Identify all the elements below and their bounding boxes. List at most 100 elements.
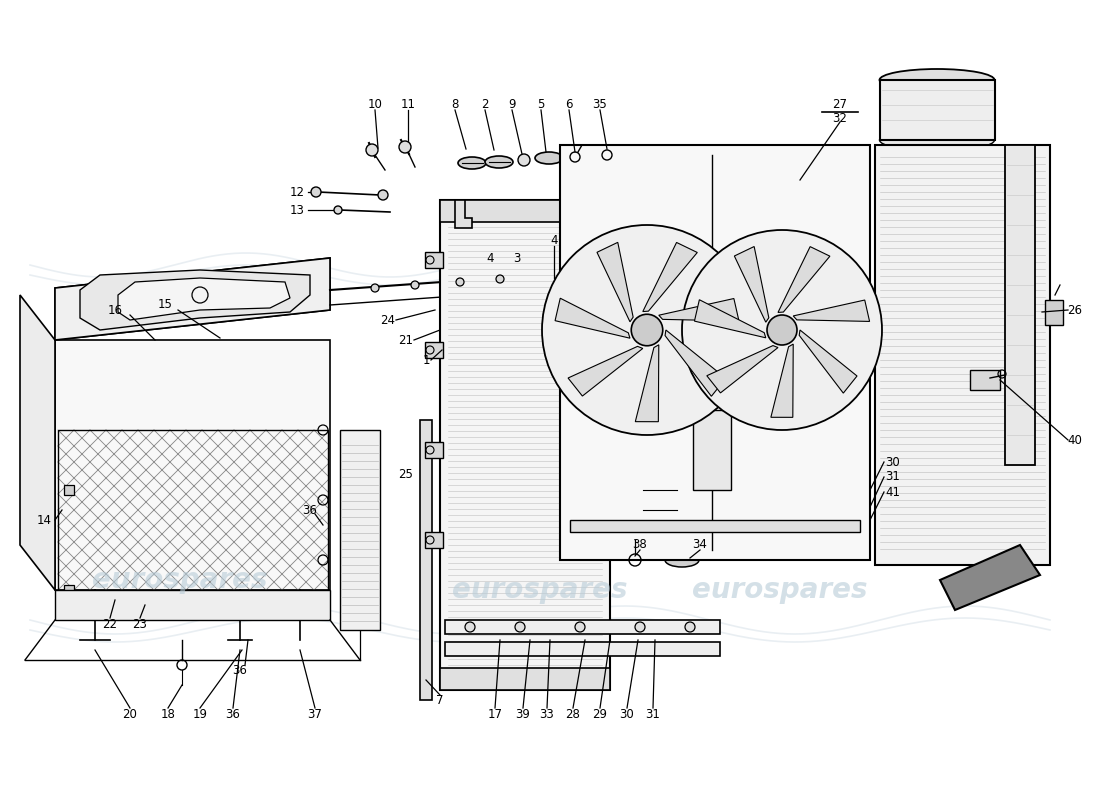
Circle shape (456, 278, 464, 286)
Bar (1045, 300, 1063, 325)
Circle shape (496, 275, 504, 283)
Polygon shape (55, 258, 330, 340)
Polygon shape (568, 346, 642, 396)
Text: 3: 3 (514, 251, 520, 265)
Ellipse shape (458, 157, 486, 169)
Text: eurospares: eurospares (452, 576, 628, 604)
Polygon shape (771, 344, 793, 418)
Text: 40: 40 (1068, 434, 1082, 446)
Bar (58, 430, 328, 590)
Text: 28: 28 (565, 709, 581, 722)
Circle shape (631, 314, 662, 346)
Polygon shape (666, 330, 726, 396)
Text: 16: 16 (108, 303, 122, 317)
Text: 30: 30 (886, 455, 900, 469)
Polygon shape (707, 346, 778, 393)
Bar (340, 430, 379, 630)
Bar (440, 200, 610, 690)
Ellipse shape (666, 553, 698, 567)
Text: 7: 7 (437, 694, 443, 706)
Text: 38: 38 (632, 538, 648, 551)
Bar (970, 370, 1000, 390)
Bar (693, 410, 732, 490)
Polygon shape (800, 330, 857, 393)
Ellipse shape (880, 129, 994, 151)
Circle shape (515, 622, 525, 632)
Bar (446, 620, 720, 634)
Text: 39: 39 (516, 709, 530, 722)
Text: 10: 10 (367, 98, 383, 111)
Bar (440, 668, 610, 690)
Circle shape (399, 141, 411, 153)
Circle shape (767, 315, 798, 345)
Text: 23: 23 (133, 618, 147, 631)
Polygon shape (694, 300, 766, 338)
Text: 41: 41 (886, 486, 900, 498)
Polygon shape (735, 246, 769, 322)
Polygon shape (793, 300, 870, 322)
Bar (446, 642, 720, 656)
Ellipse shape (644, 483, 676, 497)
Bar (64, 485, 74, 495)
Circle shape (518, 154, 530, 166)
Text: 25: 25 (398, 469, 412, 482)
Text: 37: 37 (308, 709, 322, 722)
Text: 29: 29 (593, 709, 607, 722)
Circle shape (575, 622, 585, 632)
Text: 26: 26 (1067, 303, 1082, 317)
Bar (570, 520, 860, 532)
Bar (64, 585, 74, 595)
Polygon shape (778, 246, 829, 313)
Text: 1: 1 (422, 354, 430, 366)
Bar (420, 420, 432, 700)
Bar (425, 342, 443, 358)
Bar (560, 145, 870, 560)
Text: 35: 35 (593, 98, 607, 111)
Circle shape (366, 144, 378, 156)
Circle shape (311, 187, 321, 197)
Ellipse shape (695, 423, 725, 437)
Text: 11: 11 (400, 98, 416, 111)
Ellipse shape (535, 152, 563, 164)
Text: eurospares: eurospares (692, 576, 868, 604)
Text: 20: 20 (122, 709, 138, 722)
Ellipse shape (880, 69, 994, 91)
Polygon shape (597, 242, 634, 322)
Text: 13: 13 (290, 203, 305, 217)
Text: 15: 15 (157, 298, 173, 311)
Circle shape (378, 190, 388, 200)
Ellipse shape (485, 156, 513, 168)
Ellipse shape (695, 453, 725, 467)
Text: 5: 5 (537, 98, 544, 111)
Polygon shape (118, 278, 290, 320)
Bar (874, 145, 1050, 565)
Text: 2: 2 (482, 98, 488, 111)
Circle shape (542, 225, 752, 435)
Bar (880, 80, 996, 140)
Circle shape (635, 622, 645, 632)
Circle shape (682, 230, 882, 430)
Text: 21: 21 (398, 334, 412, 346)
Polygon shape (636, 345, 659, 422)
Polygon shape (940, 545, 1040, 610)
Text: 32: 32 (833, 111, 847, 125)
Polygon shape (455, 200, 472, 228)
Text: 22: 22 (102, 618, 118, 631)
Text: eurospares: eurospares (92, 566, 267, 594)
Text: 14: 14 (37, 514, 52, 526)
Circle shape (411, 281, 419, 289)
Circle shape (685, 622, 695, 632)
Text: 18: 18 (161, 709, 175, 722)
Bar (425, 532, 443, 548)
Polygon shape (55, 258, 330, 340)
Polygon shape (55, 590, 330, 620)
Polygon shape (55, 340, 330, 590)
Text: 36: 36 (302, 503, 318, 517)
Circle shape (334, 206, 342, 214)
Ellipse shape (644, 503, 676, 517)
Text: 31: 31 (886, 470, 900, 483)
Text: 36: 36 (232, 663, 248, 677)
Text: 24: 24 (379, 314, 395, 326)
Polygon shape (659, 298, 739, 321)
Circle shape (465, 622, 475, 632)
